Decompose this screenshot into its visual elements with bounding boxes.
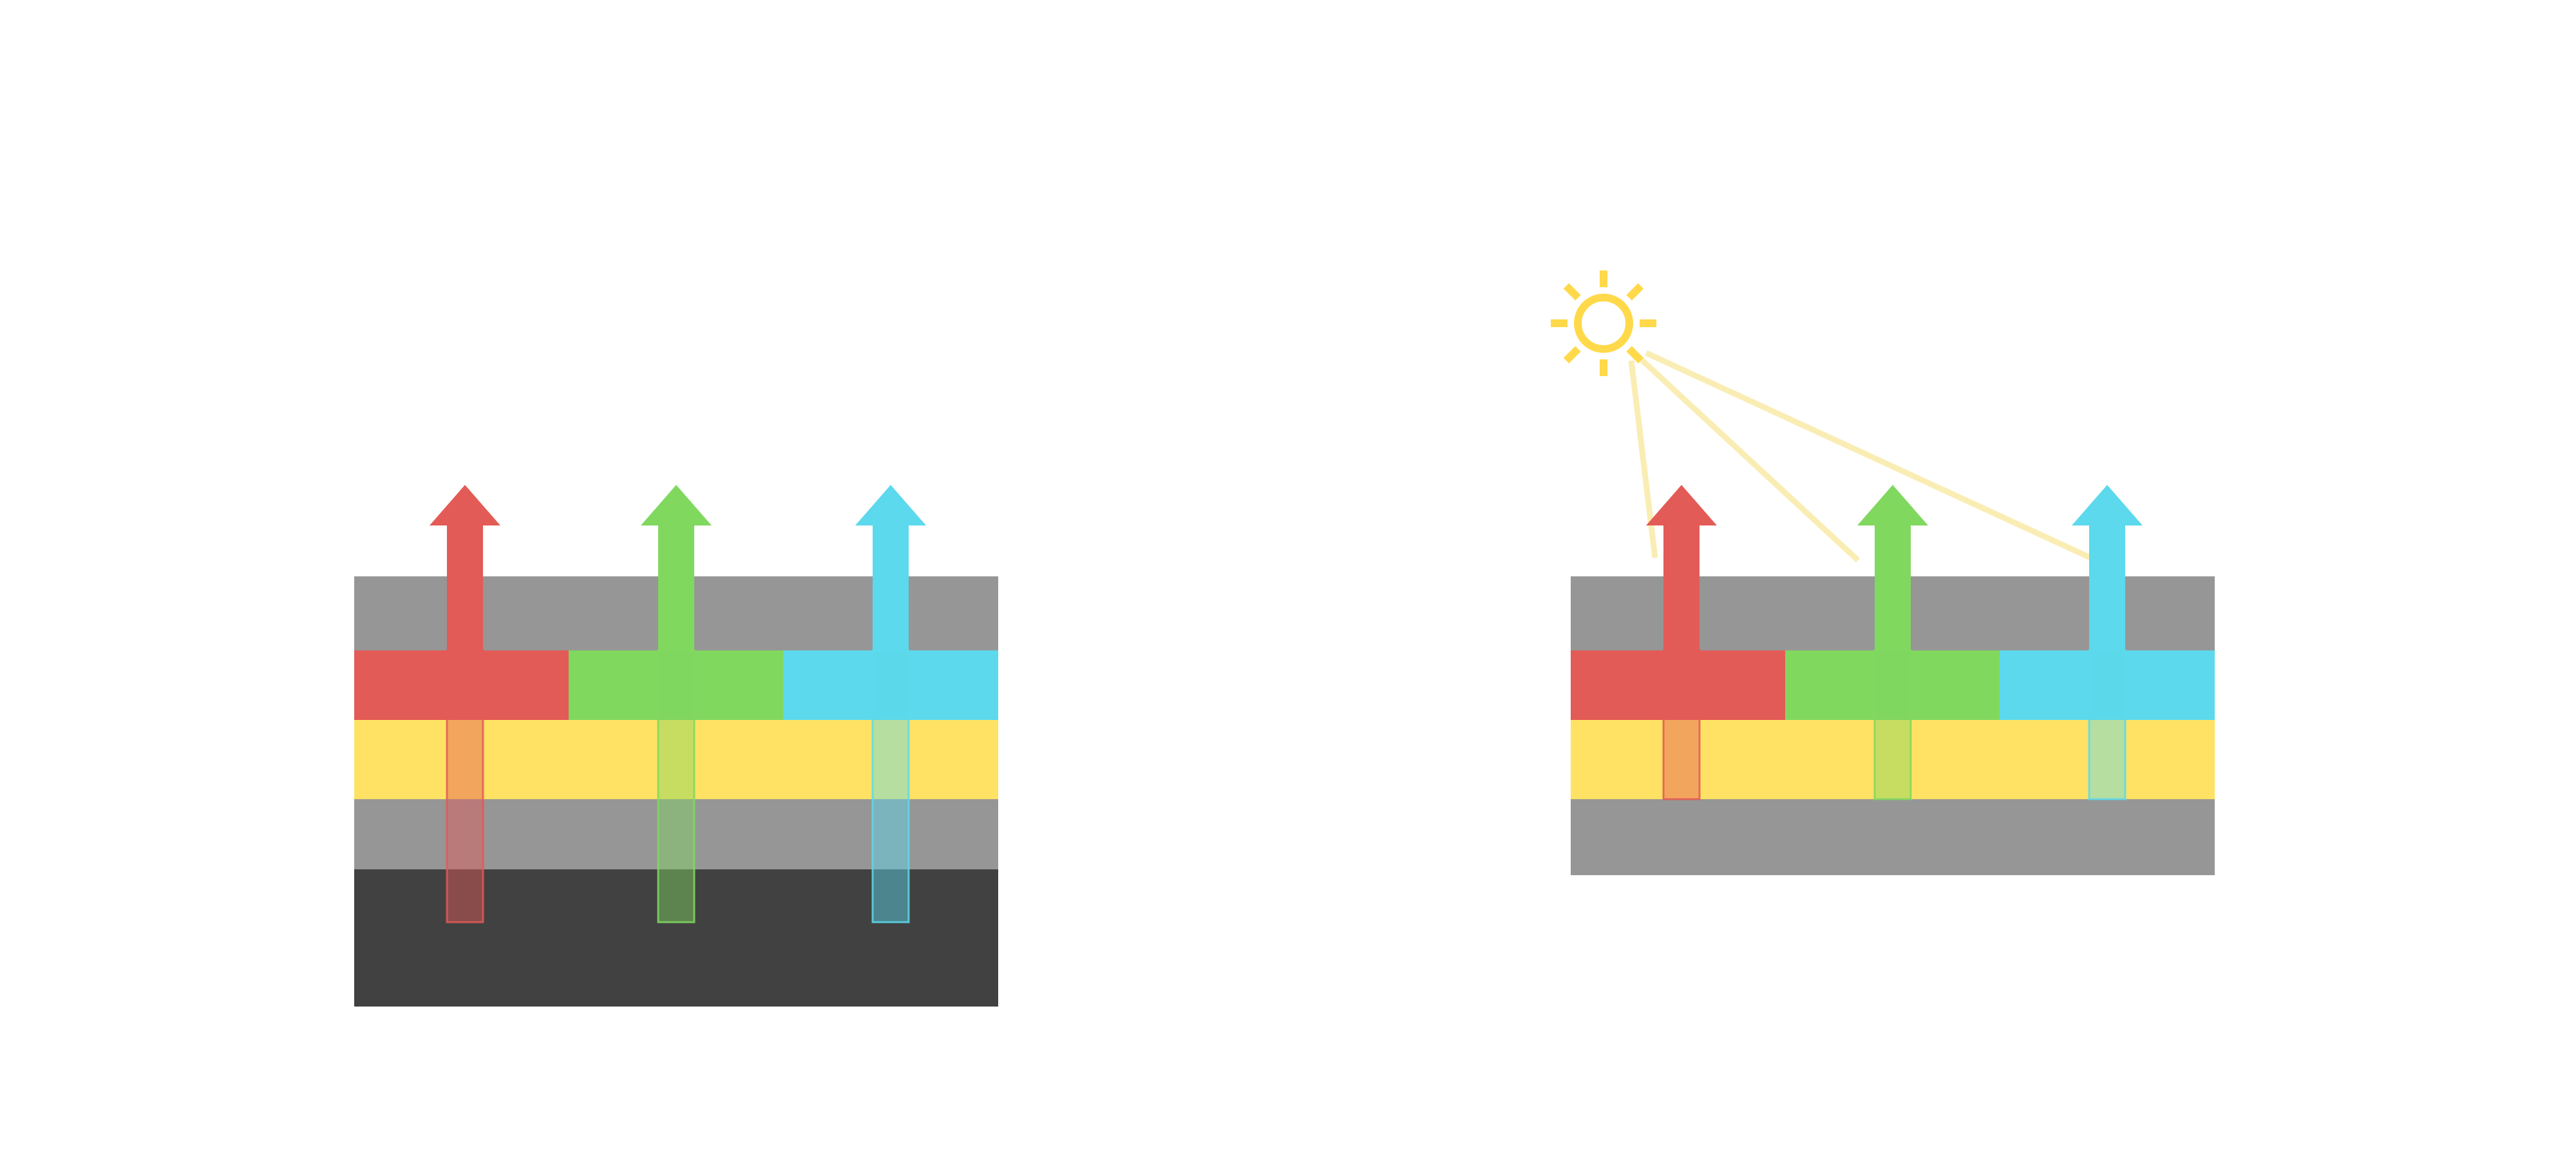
cyan-subcell xyxy=(783,650,998,720)
green-emission-arrow xyxy=(641,485,712,923)
dark-substrate-layer xyxy=(354,869,998,1007)
emitter-color-layer xyxy=(354,650,998,720)
green-emission-arrow xyxy=(1857,485,1928,800)
green-emission-arrow-ghost-shaft xyxy=(657,649,696,923)
cyan-subcell xyxy=(2000,650,2215,720)
stack-without-illumination xyxy=(354,576,998,1007)
green-subcell xyxy=(1785,650,2000,720)
green-emission-arrow-solid-body xyxy=(641,485,712,650)
cyan-emission-arrow-ghost-shaft xyxy=(871,649,910,923)
sun-ray-3 xyxy=(1626,346,1644,364)
sun-ray-1 xyxy=(1626,283,1644,301)
bottom-gray-layer xyxy=(1571,799,2215,875)
sun-ray-5 xyxy=(1563,346,1581,364)
red-emission-arrow xyxy=(430,485,500,923)
green-subcell xyxy=(569,650,783,720)
emitter-color-layer xyxy=(1571,650,2215,720)
cyan-emission-arrow-ghost-shaft xyxy=(2088,649,2126,800)
green-emission-arrow-solid-body xyxy=(1857,485,1928,650)
cyan-emission-arrow xyxy=(2072,485,2143,800)
sun-ring xyxy=(1574,294,1633,353)
sun-ray-7 xyxy=(1563,283,1581,301)
cyan-emission-arrow-solid-body xyxy=(855,485,926,650)
mid-gray-layer xyxy=(354,799,998,869)
red-emission-arrow-solid-body xyxy=(430,485,500,650)
red-subcell xyxy=(354,650,569,720)
red-subcell xyxy=(1571,650,1785,720)
sun-icon xyxy=(1551,270,1656,376)
red-emission-arrow xyxy=(1646,485,1717,800)
yellow-absorber-layer xyxy=(1571,720,2215,799)
red-emission-arrow-ghost-shaft xyxy=(1662,649,1701,800)
cyan-emission-arrow-solid-body xyxy=(2072,485,2143,650)
cyan-emission-arrow xyxy=(855,485,926,923)
green-emission-arrow-ghost-shaft xyxy=(1873,649,1912,800)
yellow-absorber-layer xyxy=(354,720,998,799)
red-emission-arrow-ghost-shaft xyxy=(446,649,484,923)
red-emission-arrow-solid-body xyxy=(1646,485,1717,650)
